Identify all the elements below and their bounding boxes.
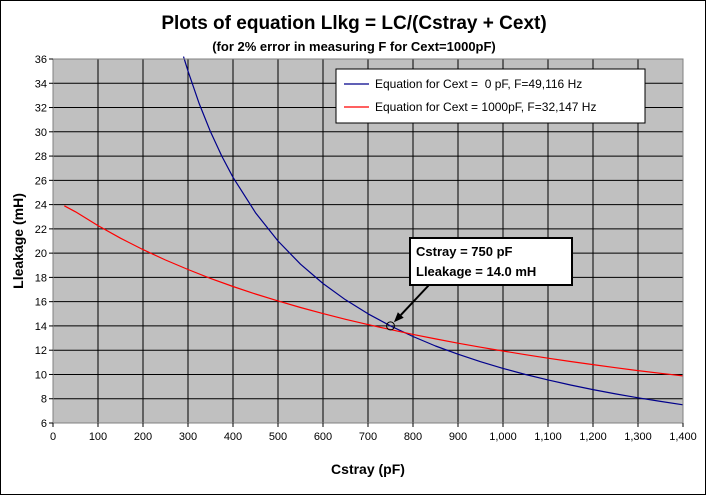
annotation-line2: Lleakage = 14.0 mH (416, 264, 536, 279)
x-tick-label-2: 200 (134, 431, 152, 443)
y-tick-label-5: 16 (35, 297, 47, 309)
legend-label-cext-1000: Equation for Cext = 1000pF, F=32,147 Hz (375, 100, 596, 114)
annotation-arrowhead (393, 312, 404, 323)
y-tick-label-10: 26 (35, 175, 47, 187)
y-tick-label-6: 18 (35, 272, 47, 284)
annotation-box (409, 237, 573, 286)
y-tick-label-9: 24 (35, 200, 47, 212)
annotation-arrow (400, 284, 430, 316)
x-axis-label: Cstray (pF) (331, 461, 405, 477)
x-tick-label-10: 1,000 (489, 431, 517, 443)
y-tick-label-7: 20 (35, 248, 47, 260)
series-layer (64, 56, 684, 406)
y-tick-label-1: 8 (41, 394, 47, 406)
x-tick-label-9: 900 (449, 431, 467, 443)
x-tick-label-12: 1,200 (579, 431, 607, 443)
series-line-0 (182, 56, 684, 406)
series-line-1 (64, 205, 684, 377)
y-tick-label-2: 10 (35, 369, 47, 381)
y-tick-label-14: 34 (35, 78, 47, 90)
x-tick-label-13: 1,300 (624, 431, 652, 443)
x-tick-label-6: 600 (314, 431, 332, 443)
chart-subtitle: (for 2% error in measuring F for Cext=10… (212, 39, 496, 54)
x-tick-label-0: 0 (50, 431, 56, 443)
y-axis-label: Lleakage (mH) (10, 193, 26, 289)
x-tick-label-1: 100 (89, 431, 107, 443)
y-tick-label-3: 12 (35, 345, 47, 357)
y-tick-label-11: 28 (35, 151, 47, 163)
y-tick-label-15: 36 (35, 54, 47, 66)
x-tick-label-14: 1,400 (669, 431, 697, 443)
y-tick-label-13: 32 (35, 103, 47, 115)
legend-label-cext-0: Equation for Cext = 0 pF, F=49,116 Hz (375, 77, 582, 91)
y-axis-ticks: 6 8 10 12 14 16 18 20 22 24 26 28 30 32 34 36 (35, 54, 53, 430)
annotation-callout: Cstray = 750 pF Lleakage = 14.0 mH (386, 237, 573, 331)
chart-title: Plots of equation Llkg = LC/(Cstray + Ce… (161, 13, 546, 34)
x-tick-label-11: 1,100 (534, 431, 562, 443)
legend-box (335, 68, 646, 124)
y-tick-label-4: 14 (35, 321, 47, 333)
annotation-line1: Cstray = 750 pF (416, 244, 513, 259)
x-tick-label-8: 800 (404, 431, 422, 443)
y-tick-label-0: 6 (41, 418, 47, 430)
x-tick-label-7: 700 (359, 431, 377, 443)
x-axis-ticks: 0 100 200 300 400 500 600 700 800 900 1,000 1,100 1,… (50, 423, 697, 443)
y-tick-label-12: 30 (35, 127, 47, 139)
x-tick-label-4: 400 (224, 431, 242, 443)
x-tick-label-5: 500 (269, 431, 287, 443)
intersection-marker (386, 321, 395, 331)
y-tick-label-8: 22 (35, 224, 47, 236)
legend: Equation for Cext = 0 pF, F=49,116 Hz Eq… (335, 68, 646, 124)
x-tick-label-3: 300 (179, 431, 197, 443)
